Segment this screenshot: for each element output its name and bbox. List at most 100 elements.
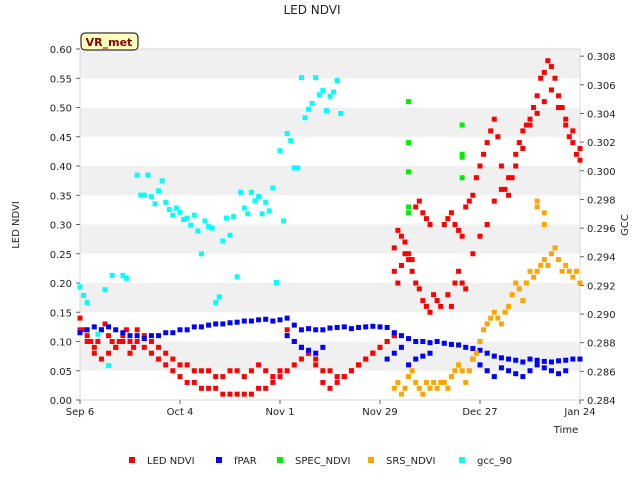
point-fpar: [249, 319, 254, 324]
point-spec-ndvi: [406, 140, 411, 145]
point-led-ndvi: [410, 269, 415, 274]
point-gcc-90: [220, 238, 225, 243]
point-led-ndvi: [460, 234, 465, 239]
point-fpar: [156, 333, 161, 338]
point-srs-ndvi: [578, 281, 583, 286]
point-led-ndvi: [438, 304, 443, 309]
x-tick-label: Sep 6: [66, 407, 94, 418]
point-led-ndvi: [278, 374, 283, 379]
point-srs-ndvi: [395, 380, 400, 385]
point-srs-ndvi: [460, 368, 465, 373]
point-led-ndvi: [456, 269, 461, 274]
x-tick-label: Dec 27: [462, 407, 497, 418]
point-fpar: [485, 351, 490, 356]
point-gcc-90: [103, 287, 108, 292]
point-fpar: [520, 359, 525, 364]
y-right-tick-label: 0.298: [587, 195, 616, 206]
y-left-tick-label: 0.35: [50, 191, 72, 202]
point-srs-ndvi: [570, 275, 575, 280]
point-fpar: [549, 368, 554, 373]
point-led-ndvi: [578, 158, 583, 163]
point-led-ndvi: [92, 351, 97, 356]
point-gcc-90: [203, 218, 208, 223]
point-srs-ndvi: [435, 386, 440, 391]
x-tick-label: Oct 4: [167, 407, 194, 418]
point-srs-ndvi: [553, 245, 558, 250]
point-fpar: [413, 339, 418, 344]
point-fpar: [442, 341, 447, 346]
grid-band: [80, 137, 580, 166]
point-led-ndvi: [206, 386, 211, 391]
point-gcc-90: [235, 274, 240, 279]
point-srs-ndvi: [399, 392, 404, 397]
point-led-ndvi: [470, 193, 475, 198]
point-fpar: [542, 365, 547, 370]
point-fpar: [292, 339, 297, 344]
point-gcc-90: [185, 216, 190, 221]
point-led-ndvi: [431, 292, 436, 297]
point-led-ndvi: [428, 222, 433, 227]
point-fpar: [385, 357, 390, 362]
point-led-ndvi: [178, 362, 183, 367]
point-gcc-90: [263, 200, 268, 205]
point-fpar: [378, 324, 383, 329]
point-led-ndvi: [481, 152, 486, 157]
point-gcc-90: [281, 218, 286, 223]
point-gcc-90: [192, 213, 197, 218]
y-right-tick-label: 0.308: [587, 52, 616, 63]
point-fpar: [128, 333, 133, 338]
point-spec-ndvi: [460, 123, 465, 128]
y-left-tick-label: 0.45: [50, 133, 72, 144]
legend-label: gcc_90: [477, 456, 512, 467]
point-fpar: [535, 358, 540, 363]
point-gcc-90: [320, 88, 325, 93]
point-gcc-90: [174, 206, 179, 211]
x-tick-label: Nov 29: [362, 407, 397, 418]
y-right-tick-label: 0.286: [587, 367, 616, 378]
point-led-ndvi: [199, 368, 204, 373]
point-gcc-90: [267, 208, 272, 213]
y-right-tick-label: 0.304: [587, 109, 616, 120]
legend-label: LED NDVI: [147, 456, 195, 467]
point-led-ndvi: [349, 368, 354, 373]
point-srs-ndvi: [474, 351, 479, 356]
point-fpar: [363, 324, 368, 329]
point-fpar: [328, 326, 333, 331]
point-gcc-90: [78, 284, 83, 289]
point-fpar: [570, 357, 575, 362]
point-led-ndvi: [192, 380, 197, 385]
point-srs-ndvi: [428, 386, 433, 391]
point-srs-ndvi: [520, 298, 525, 303]
point-led-ndvi: [445, 216, 450, 221]
point-led-ndvi: [363, 357, 368, 362]
point-fpar: [256, 317, 261, 322]
point-led-ndvi: [420, 210, 425, 215]
point-srs-ndvi: [485, 321, 490, 326]
legend-swatch: [216, 457, 222, 463]
point-led-ndvi: [467, 199, 472, 204]
point-srs-ndvi: [535, 269, 540, 274]
point-gcc-90: [170, 213, 175, 218]
point-led-ndvi: [395, 228, 400, 233]
point-led-ndvi: [445, 292, 450, 297]
point-srs-ndvi: [503, 310, 508, 315]
point-srs-ndvi: [542, 222, 547, 227]
chart: Sep 6 Oct 4 Nov 1 Nov 29 Dec 27 Jan 24 0.00 0.0…: [0, 0, 640, 480]
point-led-ndvi: [528, 117, 533, 122]
point-led-ndvi: [320, 368, 325, 373]
y-right-tick-label: 0.300: [587, 167, 616, 178]
point-led-ndvi: [156, 357, 161, 362]
point-led-ndvi: [506, 193, 511, 198]
point-fpar: [206, 323, 211, 328]
legend: LED NDVI fPAR SPEC_NDVI SRS_NDVI gcc_90: [129, 456, 512, 467]
point-led-ndvi: [278, 368, 283, 373]
point-srs-ndvi: [545, 263, 550, 268]
point-led-ndvi: [95, 339, 100, 344]
point-led-ndvi: [449, 304, 454, 309]
point-led-ndvi: [149, 351, 154, 356]
point-led-ndvi: [542, 99, 547, 104]
point-fpar: [185, 327, 190, 332]
point-fpar: [242, 319, 247, 324]
point-fpar: [449, 342, 454, 347]
y-right-tick-label: 0.292: [587, 281, 616, 292]
